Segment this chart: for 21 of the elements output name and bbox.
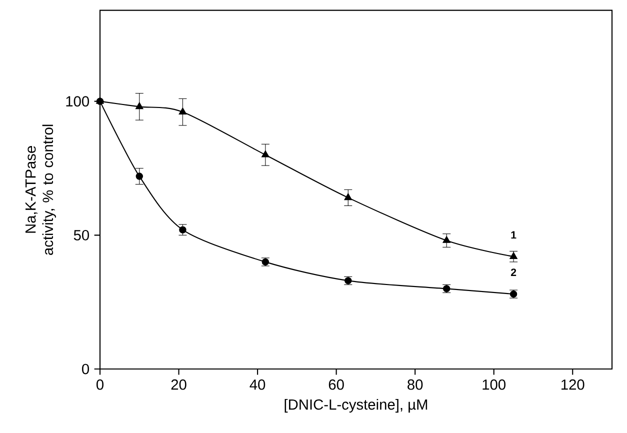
x-tick-label: 40 <box>250 379 266 390</box>
y-tick-label: 0 <box>82 364 90 374</box>
point <box>261 150 270 158</box>
series-label: 1 <box>511 231 516 239</box>
x-tick-label: 20 <box>171 379 186 390</box>
point <box>136 172 143 180</box>
x-tick-label: 120 <box>561 379 584 390</box>
y-tick-label: 100 <box>66 96 90 107</box>
x-tick-label: 60 <box>328 379 344 390</box>
point <box>344 193 352 200</box>
point <box>135 102 144 110</box>
x-tick-label: 100 <box>482 379 506 390</box>
point <box>179 226 186 234</box>
x-axis-title: [DNIC-L-cysteine], µM <box>284 398 428 413</box>
x-tick-label: 0 <box>96 379 104 390</box>
x-tick-label: 80 <box>408 379 423 390</box>
series-label: 2 <box>510 268 516 276</box>
point <box>96 98 104 105</box>
y-axis-title: Na,K-ATPase activity, % to control <box>26 124 56 255</box>
y-tick-label: 50 <box>74 230 90 240</box>
point <box>178 108 187 114</box>
